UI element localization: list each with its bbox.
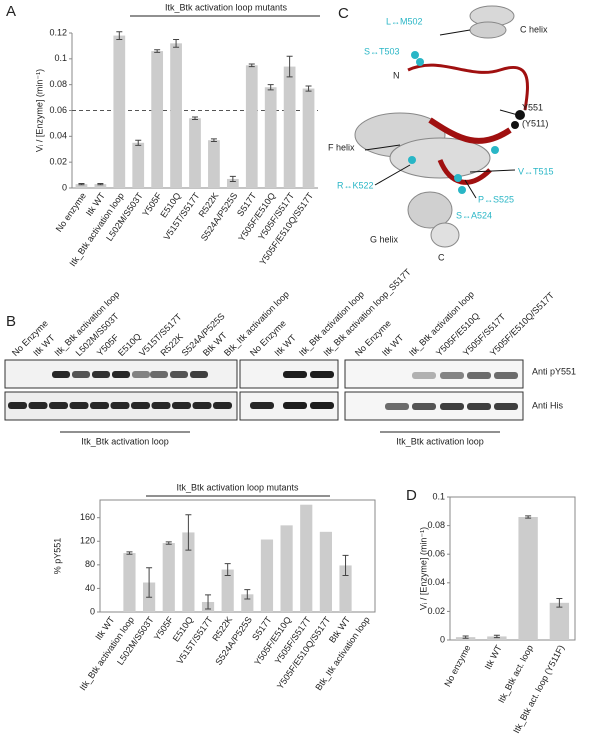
group-label: Itk_Btk activation loop [396, 436, 484, 446]
y-tick-label: 0.02 [49, 157, 67, 167]
structure-label: V↔T515 [518, 166, 554, 176]
y-tick-label: 0.1 [432, 491, 445, 501]
structure-label: S↔A524 [456, 210, 492, 220]
bar [303, 89, 315, 188]
panel-label: D [406, 487, 417, 504]
y-tick-label: 0.04 [49, 131, 67, 141]
bar [132, 143, 144, 188]
structure-label: R↔K522 [337, 180, 374, 190]
structure-label: (Y511) [522, 118, 548, 128]
y-axis-label: % pY551 [52, 538, 62, 575]
y-tick-label: 0.1 [54, 53, 67, 63]
structure-label: P↔S525 [478, 194, 514, 204]
bar [261, 539, 273, 612]
y-tick-label: 0.02 [427, 606, 445, 616]
group-label: Itk_Btk activation loop [81, 436, 169, 446]
x-tick-label: Itk WT [483, 643, 504, 671]
bar [113, 36, 125, 188]
y-tick-label: 0.06 [49, 105, 67, 115]
bar [246, 65, 258, 188]
y-tick-label: 0 [90, 606, 95, 616]
bar [284, 67, 296, 188]
lane-label: Itk WT [380, 332, 406, 358]
y-tick-label: 0 [62, 182, 67, 192]
bar [208, 140, 220, 188]
y-tick-label: 80 [85, 559, 95, 569]
bar [265, 87, 277, 188]
y-tick-label: 0.06 [427, 549, 445, 559]
bar [151, 51, 163, 188]
y-tick-label: 0 [440, 634, 445, 644]
structure-label: N [393, 70, 400, 80]
structure-label: C [438, 252, 445, 262]
bar [189, 118, 201, 188]
bar [518, 517, 537, 640]
chart-header: Itk_Btk activation loop mutants [165, 2, 288, 12]
y-axis-label: Vᵢ / [Enzyme] (min⁻¹) [418, 527, 428, 610]
bar [281, 525, 293, 612]
chart-title: Itk_Btk activation loop mutants [176, 482, 299, 492]
y-tick-label: 0.08 [427, 520, 445, 530]
y-tick-label: 0.12 [49, 27, 67, 37]
y-tick-label: 0.08 [49, 79, 67, 89]
bar [300, 505, 312, 612]
bar [163, 543, 175, 612]
panel-label: A [6, 3, 16, 20]
antibody-label: Anti pY551 [532, 366, 576, 376]
bar [123, 553, 135, 612]
western-blot [5, 360, 523, 420]
y-axis-label: Vᵢ / [Enzyme] (min⁻¹) [34, 69, 44, 152]
x-tick-label: No enzyme [442, 643, 472, 688]
panel-label: C [338, 5, 349, 22]
structure-label: C helix [520, 24, 548, 34]
bar [170, 43, 182, 188]
y-tick-label: 40 [85, 583, 95, 593]
y-tick-label: 120 [80, 536, 95, 546]
structure-label: G helix [370, 234, 399, 244]
bar [550, 603, 569, 640]
plot-frame [100, 500, 375, 612]
structure-label: L↔M502 [386, 16, 423, 26]
protein-structure [355, 6, 527, 247]
y-tick-label: 0.04 [427, 577, 445, 587]
structure-label: Y551 [522, 102, 543, 112]
antibody-label: Anti His [532, 400, 564, 410]
bar [320, 532, 332, 612]
panel-label: B [6, 313, 16, 330]
y-tick-label: 160 [80, 512, 95, 522]
structure-label: S↔T503 [364, 46, 400, 56]
structure-label: F helix [328, 142, 355, 152]
